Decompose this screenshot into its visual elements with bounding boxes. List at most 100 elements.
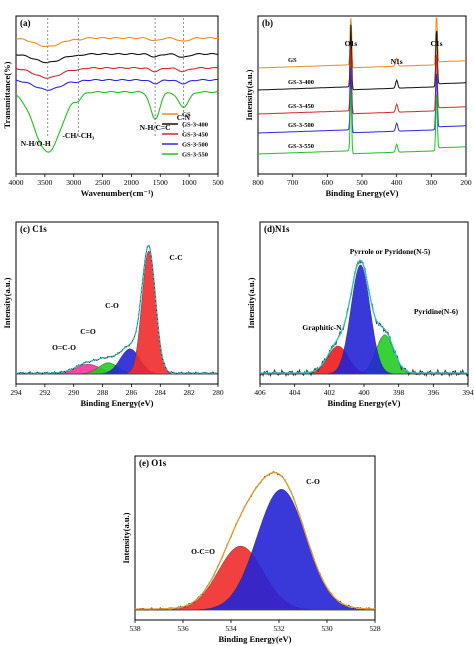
y-axis-label: Transmittance(%) [2,61,12,128]
component-label: C-O [105,301,119,310]
x-tick-label: 400 [358,388,370,397]
panel-e: 538 536 534 532 530 528 Binding Energy(eV) Inte… [121,455,381,644]
peak-label: N1s [391,57,403,66]
series-line-GS [15,36,219,47]
component-area [260,264,468,375]
panel-label: (d)N1s [264,224,290,234]
component-label: C-O [306,477,320,486]
x-tick-label: 394 [462,388,474,397]
series-label: GS-3-450 [288,103,314,110]
panel-d: 406 404 402 400 398 396 394 Binding Energy(eV) I… [246,221,474,408]
legend-entry: GS [182,112,191,119]
x-axis-label: Binding Energy(eV) [328,398,401,408]
x-tick-label: 286 [126,388,138,397]
x-tick-label: 292 [39,388,51,397]
x-tick-label: 200 [460,178,472,187]
panel-label: (b) [262,18,273,28]
peak-label: O1s [345,39,358,48]
panel-label: (a) [20,18,31,28]
series-line-GS-3-400 [258,24,466,91]
y-axis-label: Intensity(a.u.) [2,277,12,328]
fit-envelope-line [16,244,218,374]
panel-label: (e) O1s [139,458,167,468]
x-tick-label: 600 [322,178,334,187]
peak-annotation: -CH/-CH₃ [62,131,95,140]
plot-frame [15,221,219,385]
series-line-GS-3-450 [258,48,466,115]
peak-annotation: N-H/O-H [21,139,51,148]
component-label: C=O [80,327,96,336]
series-line-GS-3-500 [15,78,219,91]
x-tick-label: 2000 [124,178,139,187]
x-tick-label: 288 [97,388,109,397]
y-axis-label: Intensity(a.u.) [121,512,131,563]
panel-a: 4000 3500 3000 2500 2000 1500 1000 500 Wavenumbe… [2,15,224,198]
x-tick-label: 538 [129,624,141,633]
x-tick-label: 300 [426,178,438,187]
x-tick-label: 534 [225,624,237,633]
legend-entry: GS-3-550 [182,152,208,159]
panel-label: (c) C1s [20,224,47,234]
component-label: Pyrrole or Pyridone(N-5) [350,247,431,256]
x-tick-label: 500 [356,178,368,187]
x-axis-label: Binding Energy(eV) [219,634,292,644]
x-tick-label: 2500 [95,178,110,187]
component-label: Pyridine(N-6) [414,307,459,316]
x-tick-label: 800 [252,178,264,187]
plot-frame [134,455,376,621]
x-tick-label: 500 [212,178,224,187]
series-line-GS [258,17,466,69]
x-tick-label: 530 [321,624,333,633]
x-tick-label: 1000 [182,178,197,187]
peak-annotation: C-N [177,113,191,122]
x-tick-label: 398 [393,388,405,397]
y-axis-label: Intensity(a.u.) [246,277,256,328]
series-label: GS-3-550 [288,143,314,150]
fit-envelope-line [260,259,468,374]
series-label: GS [288,57,297,64]
component-label: Graphitic-N [302,323,342,332]
x-axis-label: Binding Energy(eV) [326,188,399,198]
x-tick-label: 404 [289,388,301,397]
legend-entry: GS-3-400 [182,122,208,129]
legend-entry: GS-3-450 [182,132,208,139]
x-tick-label: 536 [177,624,189,633]
x-tick-label: 700 [287,178,299,187]
component-label: O-C=O [191,547,215,556]
x-tick-label: 280 [212,388,224,397]
component-area [16,250,218,375]
peak-label: C1s [430,39,442,48]
x-tick-label: 400 [391,178,403,187]
component-label: C-C [169,253,182,262]
x-tick-label: 294 [10,388,22,397]
x-tick-label: 402 [324,388,336,397]
component-label: O=C-O [52,343,76,352]
x-axis-label: Wavenumber(cm⁻¹) [81,188,154,198]
x-tick-label: 532 [273,624,285,633]
x-tick-label: 284 [155,388,167,397]
series-line-GS-3-550 [258,88,466,155]
x-axis-label: Binding Energy(eV) [81,398,154,408]
x-tick-label: 396 [428,388,440,397]
series-label: GS-3-400 [288,79,314,86]
series-line-GS-3-450 [15,66,219,79]
series-label: GS-3-500 [288,122,314,129]
series-line-GS-3-550 [15,90,219,153]
x-tick-label: 3500 [37,178,52,187]
fit-envelope-line [135,471,375,610]
panel-b: 800 700 600 500 400 300 200 Binding Energy(eV) I… [244,15,472,198]
series-line-GS-3-500 [258,67,466,134]
x-tick-label: 3000 [66,178,81,187]
legend-entry: GS-3-500 [182,142,208,149]
component-area [16,348,218,375]
y-axis-label: Intensity(a.u.) [244,69,254,120]
x-tick-label: 528 [369,624,381,633]
x-tick-label: 290 [68,388,80,397]
peak-annotation: N-H/C=C [140,123,171,132]
component-area [135,489,376,611]
panel-c: 294 292 290 288 286 284 282 280 Binding Energy(e… [2,221,224,408]
x-tick-label: 4000 [9,178,24,187]
series-line-GS-3-400 [15,52,219,64]
x-tick-label: 282 [184,388,196,397]
